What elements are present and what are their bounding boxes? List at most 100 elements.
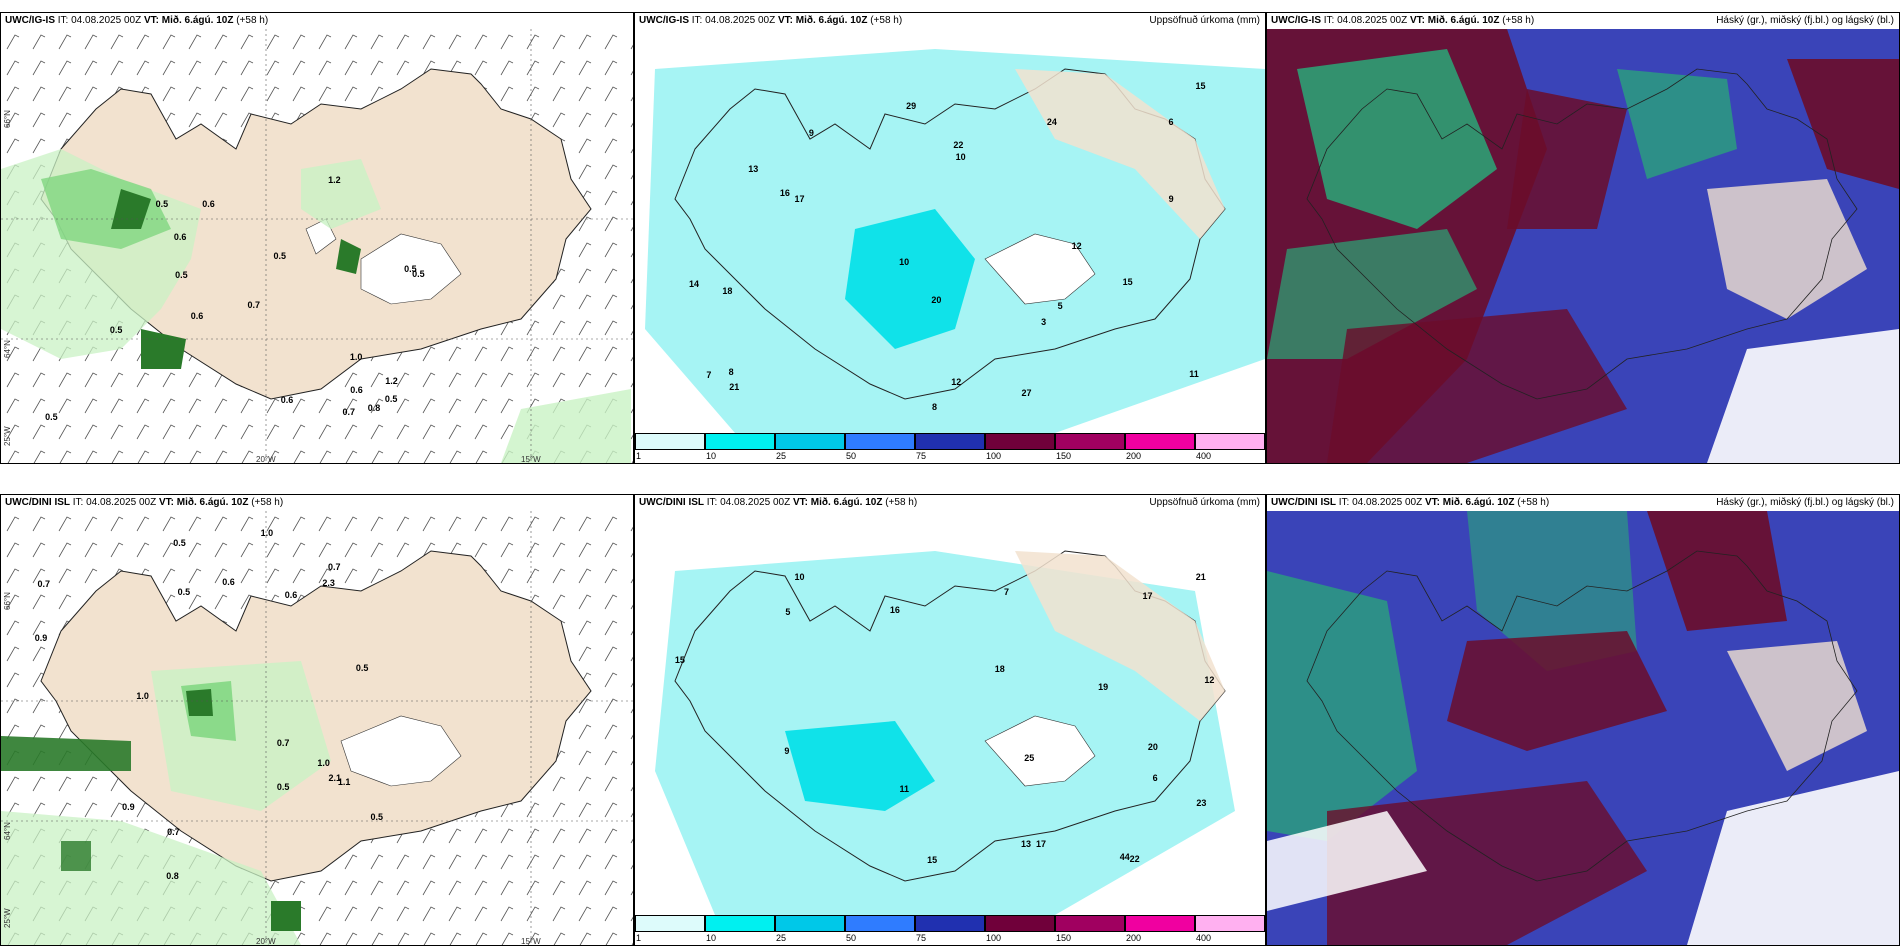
value-label: 0.8	[367, 403, 381, 414]
colorbar-segment	[775, 915, 845, 932]
value-label: 0.7	[247, 300, 260, 311]
value-label: 10	[794, 571, 805, 582]
value-label: 0.5	[155, 198, 169, 209]
value-label: 0.5	[175, 270, 188, 281]
value-label: 0.5	[404, 263, 417, 274]
colorbar-segment	[705, 915, 775, 932]
value-label: 17	[1142, 590, 1153, 601]
value-label: 0.5	[276, 782, 290, 793]
value-label: 19	[1098, 682, 1109, 693]
value-label: 0.5	[355, 662, 369, 673]
panel-title: UWC/DINI ISL IT: 04.08.2025 00Z VT: Mið.…	[3, 497, 286, 508]
value-label: 44	[1119, 851, 1130, 862]
panel-dini-clouds: UWC/DINI ISL IT: 04.08.2025 00Z VT: Mið.…	[1266, 494, 1900, 946]
value-label: 0.5	[173, 537, 186, 548]
value-label: 0.7	[167, 827, 180, 838]
lat-label-64: 64°N	[3, 822, 12, 840]
colorbar-segment	[985, 915, 1055, 932]
lon-label-20: 20°W	[256, 937, 276, 946]
value-label: 12	[951, 377, 962, 388]
value-label: 0.7	[342, 407, 355, 417]
value-label: 8	[728, 366, 734, 377]
value-label: 3	[1041, 316, 1047, 327]
value-label: 9	[808, 127, 814, 138]
value-label: 15	[1122, 276, 1133, 287]
value-label: 14	[689, 279, 700, 290]
colorbar-segment	[775, 433, 845, 450]
colorbar-segment	[1055, 433, 1125, 450]
value-label: 11	[1189, 368, 1199, 379]
value-label: 0.5	[273, 251, 286, 262]
colorbar-tick-label: 150	[1056, 451, 1072, 461]
value-label: 10	[899, 257, 910, 268]
value-label: 6	[1152, 773, 1158, 784]
colorbar-segment	[845, 915, 915, 932]
value-label: 1.2	[385, 376, 398, 387]
panel-title: UWC/IG-IS IT: 04.08.2025 00Z VT: Mið. 6.…	[1269, 15, 1537, 26]
value-label: 0.6	[350, 384, 363, 395]
value-label: 6	[1168, 117, 1174, 128]
colorbar-tick-label: 25	[776, 451, 787, 461]
colorbar-segment	[1195, 915, 1265, 932]
map-wind-precip	[1, 29, 633, 463]
panel-subtitle: Háský (gr.), miðský (fj.bl.) og lágský (…	[1714, 497, 1896, 508]
value-label: 25	[1024, 753, 1035, 764]
value-label: 7	[1003, 586, 1009, 597]
panel-title: UWC/IG-IS IT: 04.08.2025 00Z VT: Mið. 6.…	[3, 15, 271, 26]
map-wind-precip	[1, 511, 633, 945]
value-label: 0.6	[284, 590, 298, 601]
colorbar-segment	[1195, 433, 1265, 450]
value-label: 15	[1195, 81, 1206, 92]
value-label: 21	[729, 382, 740, 393]
colorbar-tick-label: 25	[776, 933, 787, 943]
value-label: 0.8	[166, 870, 179, 881]
value-label: 1.0	[317, 758, 330, 769]
value-label: 0.9	[34, 632, 48, 643]
colorbar-tick-label: 75	[916, 451, 927, 461]
value-label: 5	[1057, 300, 1063, 311]
value-label: 7	[706, 370, 712, 381]
value-label: 9	[784, 745, 790, 756]
lat-label-66: 66°N	[3, 592, 12, 610]
map-clouds	[1267, 511, 1899, 945]
value-label: 0.6	[202, 199, 215, 210]
colorbar-segment	[635, 915, 705, 932]
value-label: 2.3	[322, 577, 335, 588]
value-label: 0.5	[177, 586, 191, 597]
panel-subtitle: Uppsöfnuð úrkoma (mm)	[1147, 15, 1262, 26]
value-label: 17	[794, 194, 805, 205]
value-label: 2.1	[328, 773, 341, 784]
colorbar-tick-label: 400	[1196, 451, 1212, 461]
value-label: 22	[953, 140, 964, 151]
panel-igis-precip-wind: UWC/IG-IS IT: 04.08.2025 00Z VT: Mið. 6.…	[0, 12, 634, 464]
value-label: 24	[1046, 116, 1057, 127]
colorbar-tick-label: 10	[706, 933, 717, 943]
panel-subtitle: Uppsöfnuð úrkoma (mm)	[1147, 497, 1262, 508]
colorbar-tick-label: 100	[986, 933, 1002, 943]
lat-label-62: 25°W	[3, 908, 12, 928]
value-label: 18	[722, 285, 733, 296]
value-label: 0.7	[37, 579, 50, 590]
value-label: 18	[994, 664, 1005, 675]
panel-title: UWC/DINI ISL IT: 04.08.2025 00Z VT: Mið.…	[1269, 497, 1552, 508]
value-label: 17	[1036, 839, 1047, 850]
value-label: 20	[931, 295, 942, 305]
lat-label-62: 25°W	[3, 426, 12, 446]
value-label: 0.6	[222, 577, 235, 588]
value-label: 0.5	[45, 411, 58, 422]
colorbar-segment	[915, 915, 985, 932]
colorbar-tick-label: 75	[916, 933, 927, 943]
value-label: 1.2	[328, 175, 341, 186]
colorbar-segment	[1125, 915, 1195, 932]
value-label: 20	[1147, 741, 1158, 752]
value-label: 15	[674, 654, 685, 665]
colorbar-tick-label: 50	[846, 451, 857, 461]
value-label: 0.5	[109, 324, 123, 335]
map-clouds	[1267, 29, 1899, 463]
colorbar-segment	[915, 433, 985, 450]
value-label: 0.5	[370, 811, 384, 822]
value-label: 0.5	[384, 394, 398, 405]
colorbar-segment	[1125, 433, 1195, 450]
colorbar-tick-label: 400	[1196, 933, 1212, 943]
value-label: 27	[1021, 388, 1032, 399]
